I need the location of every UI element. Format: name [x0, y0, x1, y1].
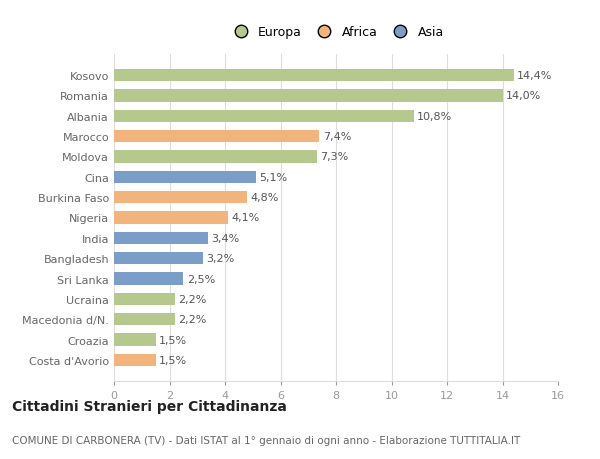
Text: 1,5%: 1,5%: [159, 355, 187, 365]
Text: 2,5%: 2,5%: [187, 274, 215, 284]
Bar: [114, 232, 208, 244]
Bar: [114, 90, 503, 102]
Bar: [114, 131, 319, 143]
Bar: [114, 354, 155, 366]
Text: 10,8%: 10,8%: [417, 112, 452, 122]
Text: 4,8%: 4,8%: [251, 193, 279, 203]
Bar: [114, 313, 175, 325]
Bar: [114, 252, 203, 265]
Bar: [114, 111, 414, 123]
Text: 4,1%: 4,1%: [231, 213, 259, 223]
Text: 5,1%: 5,1%: [259, 173, 287, 182]
Bar: [114, 273, 184, 285]
Bar: [114, 293, 175, 305]
Bar: [114, 192, 247, 204]
Bar: [114, 70, 514, 82]
Text: 1,5%: 1,5%: [159, 335, 187, 345]
Text: 14,4%: 14,4%: [517, 71, 553, 81]
Bar: [114, 334, 155, 346]
Bar: [114, 151, 317, 163]
Bar: [114, 171, 256, 184]
Text: 7,3%: 7,3%: [320, 152, 348, 162]
Bar: [114, 212, 228, 224]
Text: 3,4%: 3,4%: [212, 233, 240, 243]
Text: 2,2%: 2,2%: [178, 314, 207, 325]
Legend: Europa, Africa, Asia: Europa, Africa, Asia: [224, 22, 448, 43]
Text: Cittadini Stranieri per Cittadinanza: Cittadini Stranieri per Cittadinanza: [12, 399, 287, 413]
Text: 2,2%: 2,2%: [178, 294, 207, 304]
Text: COMUNE DI CARBONERA (TV) - Dati ISTAT al 1° gennaio di ogni anno - Elaborazione : COMUNE DI CARBONERA (TV) - Dati ISTAT al…: [12, 435, 520, 445]
Text: 14,0%: 14,0%: [506, 91, 541, 101]
Text: 7,4%: 7,4%: [323, 132, 351, 142]
Text: 3,2%: 3,2%: [206, 254, 235, 263]
